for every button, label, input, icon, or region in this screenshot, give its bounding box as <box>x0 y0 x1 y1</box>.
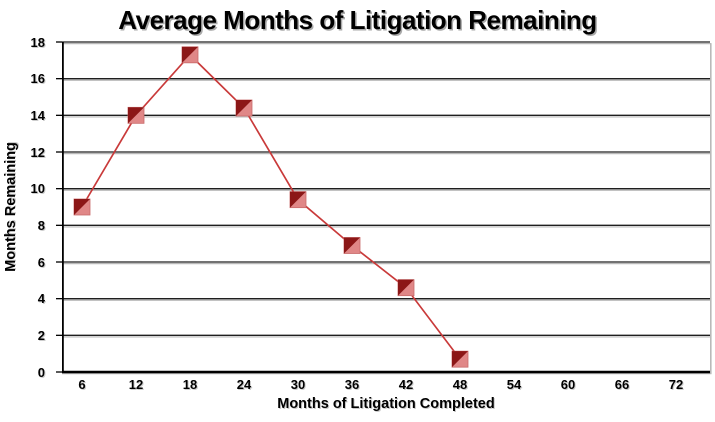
x-tick-label: 48 <box>452 377 468 392</box>
data-point-marker <box>235 99 253 117</box>
data-point-marker <box>181 46 199 64</box>
y-tick-label: 10 <box>30 181 45 197</box>
chart-line <box>81 53 461 360</box>
y-tick-label: 12 <box>30 144 45 160</box>
y-tick-label: 8 <box>37 217 45 233</box>
y-tick-label: 14 <box>30 107 45 123</box>
x-tick-label: 72 <box>668 377 684 392</box>
y-tick-label: 4 <box>37 291 45 307</box>
y-tick-label: 6 <box>37 254 45 270</box>
data-point-marker <box>73 198 91 216</box>
x-tick-label: 66 <box>614 377 630 392</box>
data-point-marker <box>397 279 415 297</box>
y-tick-label: 2 <box>37 327 45 343</box>
chart-title: Average Months of Litigation Remaining <box>118 5 597 35</box>
y-tick-label: 16 <box>30 71 45 87</box>
y-tick-label: 18 <box>30 34 45 50</box>
y-tick-label: 0 <box>37 364 45 380</box>
x-tick-label: 36 <box>344 377 360 392</box>
x-axis-title: Months of Litigation Completed <box>277 396 495 412</box>
data-point-marker <box>127 106 145 124</box>
x-tick-label: 54 <box>506 377 522 392</box>
x-tick-label: 42 <box>398 377 414 392</box>
data-point-marker <box>343 237 361 254</box>
y-tick-labels: 0 2 4 6 8 10 12 14 16 18 <box>0 35 54 380</box>
x-tick-label: 30 <box>290 377 306 392</box>
data-point-marker <box>451 350 469 368</box>
x-tick-labels: 6 12 18 24 30 36 42 48 54 60 66 72 <box>62 377 710 395</box>
x-tick-label: 18 <box>182 377 198 392</box>
plot-svg <box>56 41 712 375</box>
plot-area <box>56 41 712 375</box>
x-tick-label: 12 <box>128 377 144 392</box>
x-tick-label: 6 <box>78 377 86 392</box>
x-tick-label: 24 <box>236 377 252 392</box>
data-point-marker <box>289 191 307 209</box>
x-tick-label: 60 <box>560 377 576 392</box>
